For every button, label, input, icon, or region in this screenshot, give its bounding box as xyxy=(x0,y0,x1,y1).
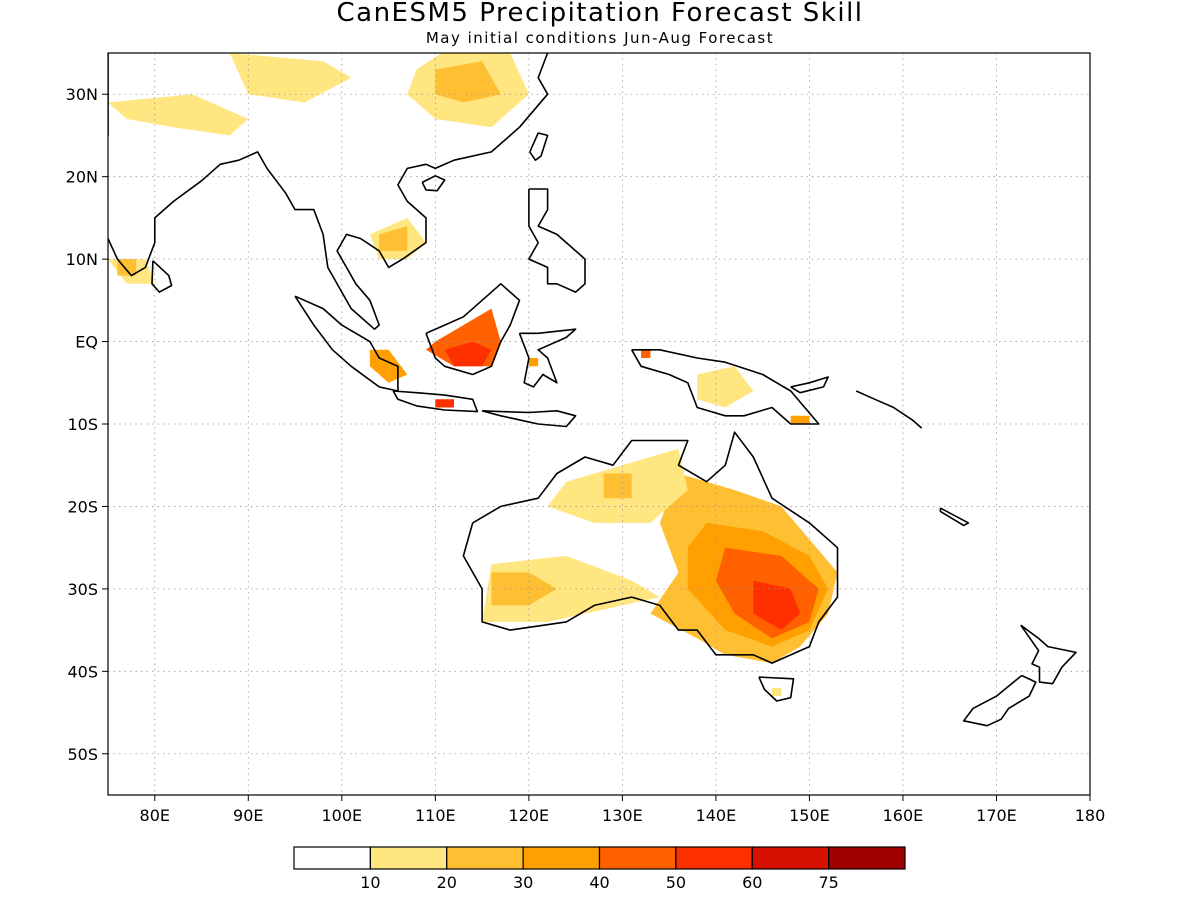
coastline-philippines xyxy=(528,188,586,293)
coastline-new-zealand-north xyxy=(1020,624,1077,685)
coastline-new-guinea xyxy=(631,349,820,425)
colorbar-label: 30 xyxy=(513,873,533,892)
lon-tick-label: 170E xyxy=(976,806,1017,825)
lon-tick-label: 130E xyxy=(602,806,643,825)
lon-tick-label: 180 xyxy=(1075,806,1106,825)
coastline-sulawesi xyxy=(518,328,577,388)
skill-region-borneo-inner xyxy=(444,341,492,367)
lon-tick-label: 90E xyxy=(233,806,263,825)
colorbar: 10 20 30 40 50 60 75 xyxy=(293,846,906,892)
coastline-hainan xyxy=(421,175,446,192)
skill-region-new-guinea xyxy=(697,366,754,408)
lon-tick-label: 140E xyxy=(696,806,737,825)
skill-region-new-guinea-spot xyxy=(790,415,810,424)
colorbar-swatch xyxy=(446,846,524,870)
skill-region-java-east xyxy=(435,399,454,408)
coastline-tasmania xyxy=(758,676,795,702)
colorbar-swatch xyxy=(293,846,371,870)
coastline-layer xyxy=(108,53,1077,727)
lat-tick-label: EQ xyxy=(75,333,98,352)
lon-tick-label: 120E xyxy=(509,806,550,825)
lat-tick-label: 40S xyxy=(67,662,98,681)
map-title: CanESM5 Precipitation Forecast Skill xyxy=(336,0,864,28)
longitude-axis: 80E 90E 100E 110E 120E 130E 140E 150E 160E 170E 18… xyxy=(140,795,1106,825)
colorbar-swatch xyxy=(751,846,830,870)
coastline-india xyxy=(108,53,268,277)
lat-tick-label: 10N xyxy=(66,250,98,269)
coastline-solomons xyxy=(855,390,923,429)
colorbar-label: 60 xyxy=(742,873,762,892)
lat-tick-label: 50S xyxy=(67,745,98,764)
coastline-malay-peninsula-indochina xyxy=(266,53,549,330)
colorbar-swatch xyxy=(675,846,753,870)
lat-tick-label: 20N xyxy=(66,168,98,187)
coastline-java xyxy=(392,390,479,413)
skill-region-tasmania-spot xyxy=(772,687,782,697)
lat-tick-label: 30S xyxy=(67,580,98,599)
skill-region-sulawesi-spot xyxy=(528,358,539,367)
skill-region-halmahera-spot xyxy=(641,349,651,358)
lat-tick-label: 30N xyxy=(66,85,98,104)
skill-region-tibet xyxy=(229,53,352,103)
lon-tick-label: 100E xyxy=(321,806,362,825)
latitude-axis: 30N 20N 10N EQ 10S 20S 30S 40S 50S xyxy=(66,85,108,764)
skill-region-indochina-core xyxy=(379,226,408,251)
coastline-borneo xyxy=(425,283,521,376)
colorbar-label: 20 xyxy=(437,873,457,892)
colorbar-label: 40 xyxy=(589,873,609,892)
lat-tick-label: 10S xyxy=(67,415,98,434)
coastline-new-britain xyxy=(790,376,829,394)
skill-region-south-china-core xyxy=(435,61,501,103)
colorbar-swatch xyxy=(369,846,448,870)
coastline-lesser-sunda xyxy=(481,410,577,428)
lon-tick-label: 80E xyxy=(140,806,170,825)
coastline-new-zealand-south xyxy=(962,674,1037,727)
lon-tick-label: 110E xyxy=(415,806,456,825)
coastline-australia xyxy=(462,431,839,664)
colorbar-label: 75 xyxy=(818,873,838,892)
skill-region-india-southwest-spot xyxy=(117,259,137,276)
coastline-new-caledonia xyxy=(939,507,970,527)
skill-shading-layer xyxy=(108,53,838,697)
gridlines xyxy=(108,53,1090,795)
skill-region-australia-southwest-inner xyxy=(491,572,557,606)
colorbar-label: 50 xyxy=(666,873,686,892)
lat-tick-label: 20S xyxy=(67,497,98,516)
lon-tick-label: 160E xyxy=(883,806,924,825)
colorbar-swatch xyxy=(598,846,677,870)
coastline-taiwan xyxy=(529,132,549,161)
coastline-sri-lanka xyxy=(151,260,173,293)
map-subtitle: May initial conditions Jun-Aug Forecast xyxy=(425,29,775,47)
coastline-sumatra xyxy=(294,295,399,392)
skill-region-sumatra-south xyxy=(369,349,408,383)
colorbar-swatch xyxy=(522,846,601,870)
colorbar-swatch xyxy=(828,846,906,870)
skill-region-australia-se-core-3 xyxy=(753,580,801,631)
skill-region-himalaya-west xyxy=(108,94,249,136)
skill-region-australia-north-spot xyxy=(603,473,632,499)
lon-tick-label: 150E xyxy=(789,806,830,825)
colorbar-label: 10 xyxy=(360,873,380,892)
